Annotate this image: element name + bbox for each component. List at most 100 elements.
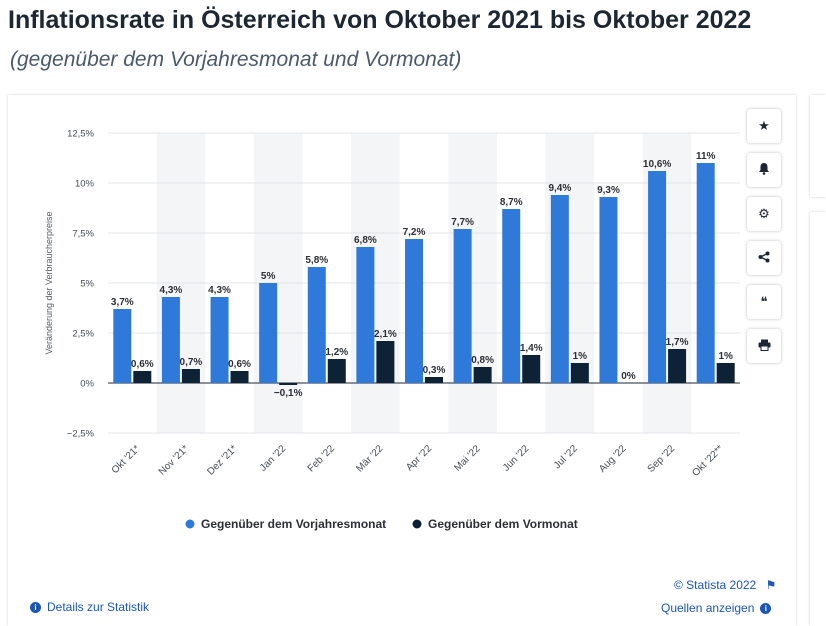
data-label-vorjahresmonat: 5% xyxy=(261,271,276,282)
page-subtitle: (gegenüber dem Vorjahresmonat und Vormon… xyxy=(10,48,462,71)
details-link[interactable]: i Details zur Statistik xyxy=(30,600,149,614)
info-icon: i xyxy=(30,601,41,613)
x-tick-label: Jan '22 xyxy=(258,443,289,474)
data-label-vormonat: 0,7% xyxy=(180,357,203,368)
y-tick-label: 12,5% xyxy=(67,129,94,140)
y-axis-label: Veränderung der Verbraucherpreise xyxy=(44,211,54,354)
bar-vormonat xyxy=(522,355,541,383)
bar-vorjahresmonat xyxy=(696,163,715,383)
bar-vorjahresmonat xyxy=(113,309,132,383)
data-label-vorjahresmonat: 7,2% xyxy=(403,227,426,238)
data-label-vormonat: 2,1% xyxy=(374,329,397,340)
bar-vorjahresmonat xyxy=(648,171,667,383)
data-label-vorjahresmonat: 9,4% xyxy=(548,183,571,194)
x-tick-label: Nov '21* xyxy=(157,443,191,477)
x-tick-label: Okt '22** xyxy=(690,443,726,479)
y-tick-label: 10% xyxy=(75,179,95,190)
data-label-vorjahresmonat: 5,8% xyxy=(305,255,328,266)
details-link-label: Details zur Statistik xyxy=(47,600,150,614)
data-label-vormonat: 0,8% xyxy=(471,355,494,366)
share-icon xyxy=(758,251,770,266)
x-tick-label: Jul '22 xyxy=(552,443,580,471)
legend-label-vormonat: Gegenüber dem Vormonat xyxy=(428,517,578,531)
x-tick-label: Apr '22 xyxy=(404,443,434,473)
bar-vorjahresmonat xyxy=(550,195,569,383)
data-label-vormonat: −0,1% xyxy=(274,388,303,399)
data-label-vormonat: 0,3% xyxy=(423,365,446,376)
settings-button[interactable]: ⚙ xyxy=(747,197,781,231)
chart: −2,5% 0% 2,5% 5% 7,5% 10% 12,5% Veränderung der… xyxy=(44,129,740,531)
bar-vorjahresmonat xyxy=(502,209,521,383)
legend-marker-vormonat xyxy=(412,519,422,529)
bar-vorjahresmonat xyxy=(356,247,375,383)
quote-icon: ❝ xyxy=(760,294,768,309)
bar-vorjahresmonat xyxy=(307,267,326,383)
x-tick-label: Feb '22 xyxy=(306,443,337,474)
page-title: Inflationsrate in Österreich von Oktober… xyxy=(8,6,752,34)
legend-marker-vorjahresmonat xyxy=(185,519,195,529)
data-label-vormonat: 0% xyxy=(621,371,636,382)
data-label-vormonat: 1,7% xyxy=(666,337,689,348)
bar-vormonat xyxy=(425,377,443,383)
print-button[interactable] xyxy=(747,329,781,363)
info-icon: i xyxy=(760,602,772,614)
bar-vorjahresmonat xyxy=(161,297,180,383)
bar-vormonat xyxy=(668,349,687,383)
x-tick-label: Okt '21* xyxy=(110,443,143,476)
bar-vorjahresmonat xyxy=(405,239,423,383)
x-tick-label: Dez '21* xyxy=(205,443,239,477)
data-label-vorjahresmonat: 11% xyxy=(696,151,716,162)
legend-label-vorjahresmonat: Gegenüber dem Vorjahresmonat xyxy=(201,517,386,531)
sources-link[interactable]: Quellen anzeigen i xyxy=(661,601,772,615)
bar-vorjahresmonat xyxy=(599,197,618,383)
bar-vormonat xyxy=(230,371,249,383)
copyright-text: © Statista 2022 xyxy=(674,578,757,592)
data-label-vormonat: 0,6% xyxy=(228,359,251,370)
data-label-vormonat: 0,6% xyxy=(131,359,154,370)
y-tick-label: −2,5% xyxy=(67,429,95,440)
bar-vormonat xyxy=(716,363,735,383)
bar-vorjahresmonat xyxy=(210,297,229,383)
star-icon: ★ xyxy=(758,118,770,133)
bar-vormonat xyxy=(376,341,395,383)
bar-vorjahresmonat xyxy=(259,283,278,383)
x-tick-label: Mai '22 xyxy=(452,443,483,474)
y-tick-label: 5% xyxy=(80,279,94,290)
data-label-vorjahresmonat: 8,7% xyxy=(500,197,523,208)
side-panel-bottom xyxy=(810,212,826,626)
x-tick-label: Sep '22 xyxy=(646,443,678,475)
bar-vormonat xyxy=(181,369,200,383)
flag-icon: ⚑ xyxy=(765,578,777,592)
favorite-button[interactable]: ★ xyxy=(747,109,781,143)
x-tick-label: Jun '22 xyxy=(501,443,532,474)
printer-icon xyxy=(758,339,771,354)
data-label-vormonat: 1% xyxy=(573,351,588,362)
bar-vormonat xyxy=(570,363,589,383)
copyright: © Statista 2022 ⚑ xyxy=(674,578,776,592)
bar-vormonat xyxy=(279,383,298,385)
y-tick-label: 2,5% xyxy=(72,329,94,340)
sources-link-label: Quellen anzeigen xyxy=(661,601,755,615)
cite-button[interactable]: ❝ xyxy=(747,285,781,319)
bar-vormonat xyxy=(133,371,152,383)
bar-vormonat xyxy=(327,359,346,383)
y-tick-label: 7,5% xyxy=(72,229,94,240)
chart-card: −2,5% 0% 2,5% 5% 7,5% 10% 12,5% Veränderung der… xyxy=(8,95,796,626)
x-tick-label: Mär '22 xyxy=(354,443,385,474)
side-panel-top xyxy=(810,95,826,197)
bell-icon xyxy=(758,162,770,178)
gear-icon: ⚙ xyxy=(758,206,770,221)
data-label-vorjahresmonat: 3,7% xyxy=(111,297,134,308)
data-label-vorjahresmonat: 9,3% xyxy=(597,185,620,196)
notify-button[interactable] xyxy=(747,153,781,187)
data-label-vorjahresmonat: 6,8% xyxy=(354,235,377,246)
data-label-vorjahresmonat: 7,7% xyxy=(451,217,474,228)
data-label-vorjahresmonat: 4,3% xyxy=(208,285,231,296)
y-tick-label: 0% xyxy=(80,379,94,390)
x-tick-label: Aug '22 xyxy=(597,443,629,475)
share-button[interactable] xyxy=(747,241,781,275)
data-label-vorjahresmonat: 4,3% xyxy=(160,285,183,296)
data-label-vormonat: 1,4% xyxy=(520,343,543,354)
bar-vorjahresmonat xyxy=(453,229,472,383)
data-label-vormonat: 1,2% xyxy=(325,347,348,358)
